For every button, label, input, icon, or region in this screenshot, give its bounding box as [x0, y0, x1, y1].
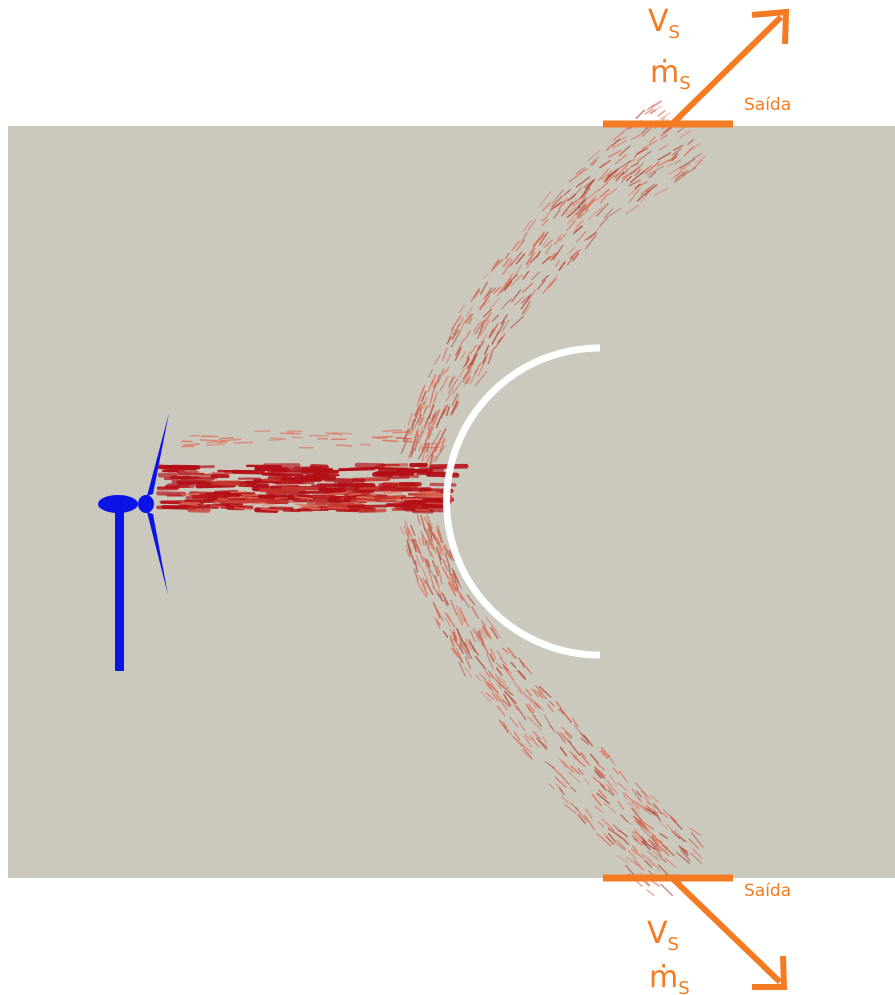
arrow-icon [669, 8, 790, 127]
outlet-label-top: Saída [744, 95, 791, 115]
semicircular-obstacle [443, 344, 601, 659]
outlet-top: VS ṁS Saída [603, 4, 791, 128]
velocity-label-top: VS [648, 4, 680, 43]
wind-turbine-icon [98, 413, 169, 671]
outlet-label-bottom: Saída [744, 881, 791, 901]
mass-flow-label-top: ṁS [650, 55, 691, 94]
velocity-vector-field [156, 99, 706, 897]
mass-flow-label-bottom: ṁS [649, 960, 690, 995]
outlet-bottom: Saída VS ṁS [603, 874, 791, 995]
velocity-label-bottom: VS [647, 916, 679, 955]
arrow-icon [669, 875, 788, 990]
flow-domain [8, 126, 895, 878]
